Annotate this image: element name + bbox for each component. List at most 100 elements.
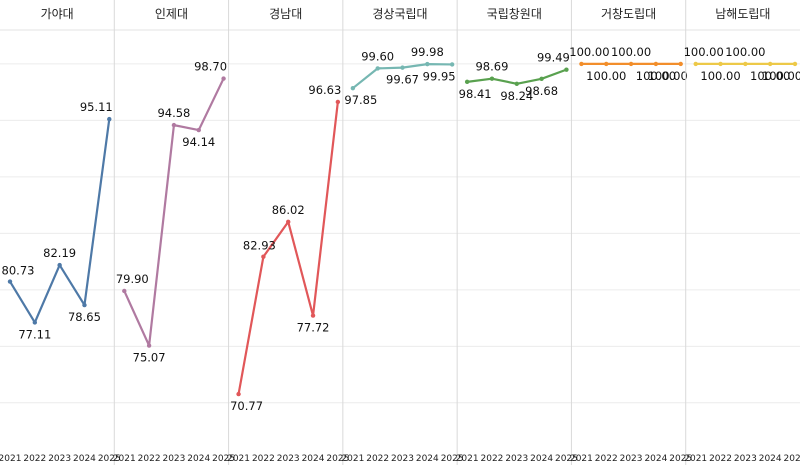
series-line [9, 118, 111, 324]
x-tick-label: 2021 [684, 454, 707, 464]
data-label: 79.90 [116, 272, 149, 286]
x-tick-label: 2021 [456, 454, 479, 464]
data-point [464, 79, 470, 85]
x-tick-label: 2022 [138, 454, 161, 464]
x-tick-label: 2025 [555, 454, 578, 464]
x-tick-label: 2022 [366, 454, 389, 464]
data-point [604, 61, 609, 67]
data-label: 75.07 [133, 351, 166, 365]
x-tick-label: 2025 [98, 454, 121, 464]
x-tick-label: 2023 [48, 454, 71, 464]
data-point [122, 288, 127, 294]
data-label: 98.69 [475, 60, 508, 74]
data-point [792, 61, 798, 67]
data-label: 97.85 [344, 93, 377, 107]
data-label: 100.00 [611, 45, 651, 59]
x-tick-label: 2024 [759, 454, 782, 464]
x-tick-label: 2021 [0, 454, 21, 464]
x-tick-label: 2023 [391, 454, 414, 464]
data-label: 100.00 [725, 45, 765, 59]
x-tick-label: 2021 [227, 454, 250, 464]
data-label: 77.11 [18, 327, 51, 341]
data-point [310, 313, 316, 318]
data-point [335, 99, 341, 105]
data-point [743, 61, 748, 67]
data-point [146, 343, 152, 348]
data-label: 86.02 [272, 203, 305, 217]
x-tick-label: 2022 [23, 454, 46, 464]
data-point [171, 122, 177, 128]
data-point [539, 76, 544, 82]
x-tick-label: 2024 [416, 454, 439, 464]
x-tick-label: 2025 [669, 454, 692, 464]
data-label: 82.93 [243, 239, 276, 253]
x-tick-label: 2022 [481, 454, 504, 464]
data-point [236, 391, 241, 397]
data-point [678, 61, 683, 67]
x-tick-label: 2025 [326, 454, 349, 464]
panel-title: 남해도립대 [715, 7, 770, 21]
data-point [628, 61, 634, 67]
x-tick-label: 2025 [212, 454, 235, 464]
x-tick-label: 2024 [302, 454, 325, 464]
data-label: 99.60 [361, 49, 394, 63]
data-point [221, 76, 226, 81]
x-tick-label: 2024 [73, 454, 96, 464]
data-label: 99.95 [423, 69, 456, 83]
data-label: 99.49 [537, 51, 570, 65]
data-point [449, 62, 455, 67]
panel-title: 경남대 [269, 7, 302, 21]
data-label: 82.19 [43, 246, 76, 260]
data-point [7, 279, 13, 284]
data-label: 94.14 [182, 135, 215, 149]
panel-title: 거창도립대 [601, 7, 656, 21]
data-label: 100.00 [648, 69, 688, 83]
x-tick-label: 2023 [162, 454, 185, 464]
data-label: 98.24 [500, 89, 533, 103]
data-label: 100.00 [762, 69, 800, 83]
x-tick-label: 2021 [341, 454, 364, 464]
x-tick-label: 2025 [784, 454, 800, 464]
data-point [32, 320, 38, 325]
data-label: 100.00 [586, 69, 626, 83]
data-label: 98.70 [194, 60, 227, 74]
data-label: 98.68 [525, 84, 558, 98]
data-point [375, 66, 380, 71]
x-tick-label: 2022 [709, 454, 732, 464]
data-label: 100.00 [684, 45, 724, 59]
data-label: 70.77 [230, 399, 263, 413]
data-label: 80.73 [2, 264, 35, 278]
x-tick-label: 2023 [734, 454, 757, 464]
data-point [718, 61, 723, 67]
x-tick-label: 2024 [530, 454, 553, 464]
data-label: 78.65 [68, 310, 101, 324]
data-point [653, 61, 659, 67]
data-point [400, 65, 405, 70]
panel-title: 가야대 [41, 7, 74, 21]
data-label: 99.98 [411, 45, 444, 59]
data-point [693, 61, 698, 67]
data-point [425, 61, 430, 67]
data-label: 100.00 [700, 69, 740, 83]
x-tick-label: 2023 [277, 454, 300, 464]
x-tick-label: 2022 [252, 454, 275, 464]
x-tick-label: 2021 [113, 454, 136, 464]
data-point [286, 219, 291, 225]
data-label: 99.67 [386, 73, 419, 87]
data-point [196, 127, 201, 133]
panel-title: 경상국립대 [372, 7, 427, 21]
data-label: 77.72 [297, 321, 330, 335]
data-point [261, 254, 266, 259]
data-label: 100.00 [569, 45, 609, 59]
data-point [767, 61, 773, 67]
data-label: 94.58 [157, 106, 190, 120]
x-tick-label: 2023 [505, 454, 528, 464]
x-tick-label: 2023 [620, 454, 643, 464]
x-tick-label: 2025 [441, 454, 464, 464]
data-point [489, 76, 495, 81]
panel-title: 국립창원대 [487, 7, 542, 21]
panel-title: 인제대 [155, 7, 188, 21]
x-tick-label: 2024 [187, 454, 210, 464]
